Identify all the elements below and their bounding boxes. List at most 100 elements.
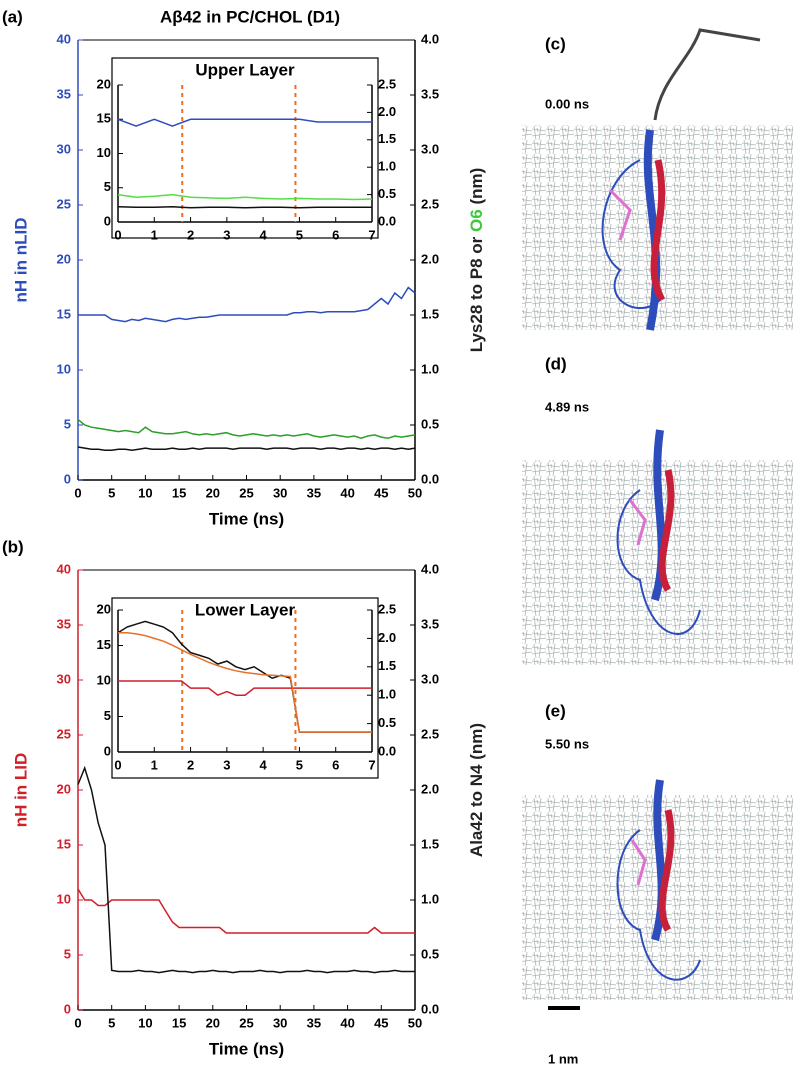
y2-tick-label: 3.5 — [421, 86, 439, 101]
data-line — [117, 118, 372, 127]
y-tick-label: 20 — [97, 76, 111, 91]
y2-axis-label: Ala42 to N4 (nm) — [467, 723, 486, 857]
y2-tick-label: 0.0 — [421, 471, 439, 486]
y-tick-label: 10 — [57, 891, 71, 906]
x-tick-label: 10 — [138, 1015, 152, 1030]
x-tick-label: 4 — [260, 757, 268, 772]
y-tick-label: 25 — [57, 726, 71, 741]
y-tick-label: 30 — [57, 141, 71, 156]
x-tick-label: 3 — [223, 757, 230, 772]
x-tick-label: 3 — [223, 227, 230, 242]
x-tick-label: 0 — [114, 227, 121, 242]
x-tick-label: 20 — [206, 1015, 220, 1030]
snapshot-label: (c) — [545, 34, 566, 53]
y2-tick-label: 3.0 — [421, 671, 439, 686]
y2-tick-label: 2.5 — [378, 601, 396, 616]
x-tick-label: 25 — [239, 1015, 253, 1030]
inset-title: Upper Layer — [195, 60, 295, 79]
x-tick-label: 5 — [296, 227, 303, 242]
x-tick-label: 40 — [340, 485, 354, 500]
inset-title: Lower Layer — [195, 600, 296, 619]
y2-tick-label: 4.0 — [421, 561, 439, 576]
inset-frame — [111, 57, 379, 239]
y2-tick-label: 1.5 — [421, 836, 439, 851]
y-tick-label: 10 — [97, 672, 111, 687]
scale-bar-label: 1 nm — [548, 1051, 578, 1066]
x-tick-label: 5 — [108, 485, 115, 500]
data-line — [77, 418, 416, 439]
y2-tick-label: 1.5 — [378, 658, 396, 673]
x-tick-label: 0 — [74, 1015, 81, 1030]
x-tick-label: 35 — [307, 1015, 321, 1030]
snapshot-time: 0.00 ns — [545, 96, 589, 111]
y2-tick-label: 1.5 — [421, 306, 439, 321]
panel-label: (b) — [2, 537, 24, 556]
snapshot-time: 5.50 ns — [545, 736, 589, 751]
y-tick-label: 15 — [57, 836, 71, 851]
y-tick-label: 15 — [57, 306, 71, 321]
x-tick-label: 30 — [273, 485, 287, 500]
x-tick-label: 0 — [114, 757, 121, 772]
y-tick-label: 40 — [57, 561, 71, 576]
x-tick-label: 15 — [172, 1015, 186, 1030]
y2-tick-label: 1.5 — [378, 131, 396, 146]
y-tick-label: 30 — [57, 671, 71, 686]
snapshot-label: (e) — [545, 701, 566, 720]
x-tick-label: 1 — [151, 757, 158, 772]
x-tick-label: 20 — [206, 485, 220, 500]
y2-tick-label: 0.0 — [378, 743, 396, 758]
data-line — [117, 205, 372, 209]
y2-tick-label: 0.5 — [421, 416, 439, 431]
y2-tick-label: 2.5 — [378, 76, 396, 91]
x-tick-label: 45 — [374, 485, 388, 500]
data-line — [118, 680, 372, 697]
data-line — [78, 286, 416, 323]
y2-tick-label: 2.5 — [421, 726, 439, 741]
y2-axis-label-part: Lys28 to P8 or — [467, 232, 486, 352]
y-axis-label: nH in LID — [11, 753, 30, 828]
y2-tick-label: 2.0 — [378, 104, 396, 119]
x-tick-label: 2 — [187, 757, 194, 772]
y-tick-label: 25 — [57, 196, 71, 211]
y2-tick-label: 0.5 — [378, 186, 396, 201]
data-line — [77, 446, 416, 452]
y-tick-label: 15 — [97, 637, 111, 652]
y2-tick-label: 2.0 — [378, 630, 396, 645]
y-tick-label: 0 — [64, 471, 71, 486]
y-tick-label: 40 — [57, 31, 71, 46]
x-tick-label: 4 — [260, 227, 268, 242]
x-tick-label: 6 — [332, 227, 339, 242]
y2-tick-label: 1.0 — [378, 687, 396, 702]
x-tick-label: 5 — [296, 757, 303, 772]
y2-tick-label: 1.0 — [421, 891, 439, 906]
snapshot-labels: (c) 0.00 ns (d) 4.89 ns (e) 5.50 ns — [545, 34, 589, 751]
x-tick-label: 1 — [151, 227, 158, 242]
x-tick-label: 7 — [368, 757, 375, 772]
y-tick-label: 0 — [64, 1001, 71, 1016]
snapshot-label: (d) — [545, 354, 567, 373]
y-tick-label: 20 — [57, 251, 71, 266]
y-tick-label: 35 — [57, 616, 71, 631]
panel-label: (a) — [2, 7, 23, 26]
x-tick-label: 50 — [408, 1015, 422, 1030]
data-line — [117, 193, 373, 201]
x-tick-label: 15 — [172, 485, 186, 500]
figure-title: Aβ42 in PC/CHOL (D1) — [160, 7, 340, 26]
snapshot-images — [522, 28, 793, 1010]
y2-axis-label: Lys28 to P8 or O6 (nm) — [467, 168, 486, 353]
y-tick-label: 5 — [64, 416, 71, 431]
x-tick-label: 40 — [340, 1015, 354, 1030]
y2-tick-label: 1.0 — [421, 361, 439, 376]
y-tick-label: 20 — [97, 601, 111, 616]
data-line — [118, 631, 372, 733]
x-tick-label: 7 — [368, 227, 375, 242]
y2-tick-label: 0.5 — [421, 946, 439, 961]
x-axis-label: Time (ns) — [209, 509, 284, 528]
snapshot-time: 4.89 ns — [545, 399, 589, 414]
x-axis-label: Time (ns) — [209, 1039, 284, 1058]
y-tick-label: 0 — [104, 213, 111, 228]
y2-tick-label: 0.0 — [421, 1001, 439, 1016]
y2-tick-label: 2.0 — [421, 781, 439, 796]
y2-tick-label: 3.0 — [421, 141, 439, 156]
